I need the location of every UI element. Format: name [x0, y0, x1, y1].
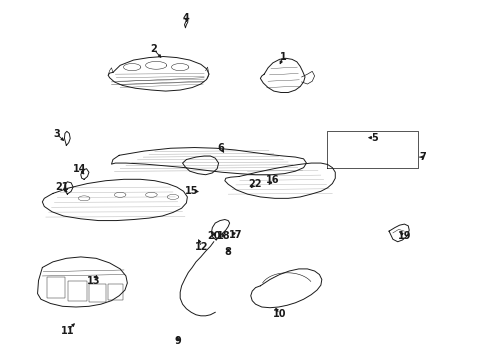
Text: 18: 18: [217, 231, 230, 242]
Text: 13: 13: [87, 275, 100, 285]
Text: 21: 21: [55, 182, 68, 192]
Text: 12: 12: [195, 242, 209, 252]
Bar: [68, 281, 87, 301]
Text: 14: 14: [73, 165, 86, 174]
Bar: [89, 284, 106, 302]
Text: 7: 7: [419, 152, 426, 162]
Text: 20: 20: [207, 231, 220, 242]
Text: 8: 8: [225, 247, 232, 257]
Text: 6: 6: [218, 143, 224, 153]
Text: 19: 19: [398, 231, 411, 242]
Bar: [47, 277, 65, 298]
Text: 22: 22: [248, 179, 261, 189]
Text: 4: 4: [183, 13, 190, 23]
Text: 2: 2: [150, 45, 157, 54]
Text: 1: 1: [280, 51, 287, 62]
Text: 17: 17: [229, 230, 242, 240]
Bar: [108, 284, 122, 300]
Text: 10: 10: [273, 309, 286, 319]
Text: 15: 15: [185, 186, 199, 195]
Text: 5: 5: [371, 133, 378, 143]
Text: 9: 9: [174, 336, 181, 346]
Text: 16: 16: [266, 175, 280, 185]
Text: 3: 3: [53, 129, 60, 139]
Text: 11: 11: [61, 326, 74, 336]
